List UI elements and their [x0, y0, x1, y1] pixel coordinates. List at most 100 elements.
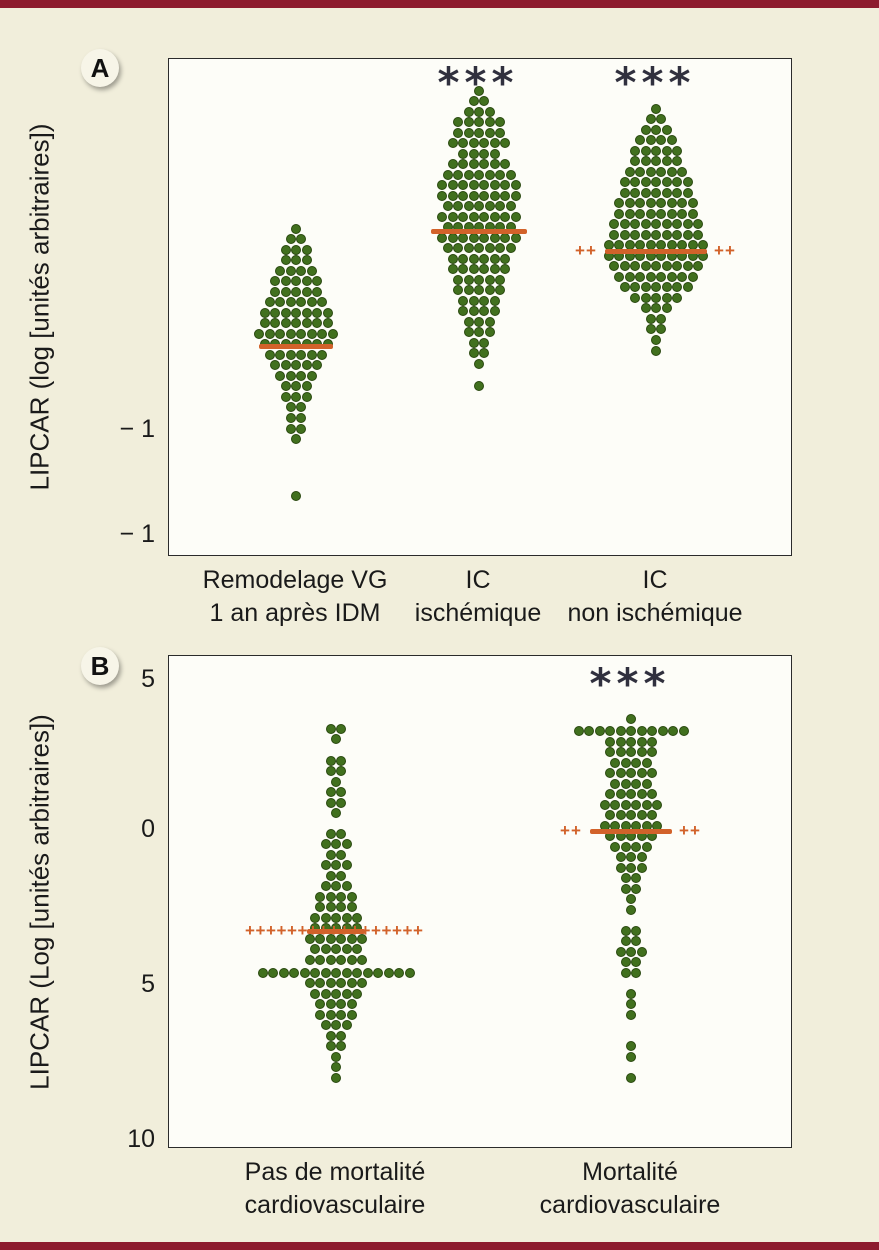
data-dot — [306, 371, 317, 381]
data-dot — [636, 863, 647, 873]
x-category-label: Remodelage VG 1 an après IDM — [125, 564, 465, 630]
data-dot — [341, 860, 352, 870]
data-dot — [336, 1010, 347, 1020]
data-dot — [341, 913, 352, 923]
data-dot — [458, 212, 469, 222]
data-dot — [500, 180, 511, 190]
data-dot — [635, 135, 646, 145]
x-category-label-line: cardiovasculaire — [539, 1191, 721, 1219]
data-dot — [320, 913, 331, 923]
data-dot — [315, 978, 326, 988]
data-dot — [458, 264, 469, 274]
plot-area-panel-a: + + + + — [168, 58, 792, 556]
data-dot — [474, 275, 484, 285]
data-dot — [500, 264, 511, 274]
data-dot — [651, 125, 661, 135]
data-dot — [500, 138, 511, 148]
data-dot — [479, 212, 490, 222]
data-dot — [484, 327, 495, 337]
data-dot — [463, 201, 474, 211]
data-dot — [651, 230, 661, 240]
data-dot — [280, 360, 291, 370]
data-dot — [325, 756, 336, 766]
data-dot — [306, 329, 317, 339]
median-line — [590, 828, 672, 834]
data-dot — [458, 159, 469, 169]
data-dot — [641, 779, 652, 789]
data-dot — [687, 209, 698, 219]
x-category-label-line: Mortalité — [582, 1158, 678, 1186]
data-dot — [310, 944, 320, 954]
data-dot — [693, 219, 703, 229]
data-dot — [609, 219, 619, 229]
data-dot — [614, 209, 625, 219]
data-dot — [657, 726, 668, 736]
median-plus-mark: + — [350, 921, 360, 940]
data-dot — [645, 167, 656, 177]
data-dot — [325, 999, 336, 1009]
data-dot — [285, 329, 296, 339]
data-dot — [668, 726, 678, 736]
data-dot — [615, 863, 626, 873]
data-dot — [479, 180, 490, 190]
data-dot — [636, 947, 647, 957]
median-plus-mark: + — [413, 921, 423, 940]
data-dot — [484, 317, 495, 327]
data-dot — [320, 860, 331, 870]
data-dot — [630, 156, 640, 166]
data-dot — [458, 296, 469, 306]
data-dot — [346, 892, 357, 902]
data-dot — [280, 392, 291, 402]
data-dot — [626, 989, 636, 999]
data-dot — [666, 198, 677, 208]
data-dot — [296, 402, 307, 412]
data-dot — [624, 272, 635, 282]
data-dot — [495, 201, 505, 211]
x-category-label-line: cardiovasculaire — [244, 1191, 426, 1219]
data-dot — [651, 282, 661, 292]
y-tick-label: − 1 — [119, 520, 155, 548]
data-dot — [331, 968, 341, 978]
data-dot — [341, 839, 352, 849]
data-dot — [619, 230, 630, 240]
data-dot — [631, 873, 642, 883]
data-dot — [463, 275, 474, 285]
data-dot — [301, 392, 312, 402]
data-dot — [463, 107, 474, 117]
data-dot — [264, 297, 275, 307]
y-tick-label: 10 — [127, 1125, 155, 1153]
data-dot — [641, 842, 652, 852]
data-dot — [291, 434, 301, 444]
data-dot — [626, 863, 636, 873]
data-dot — [615, 768, 626, 778]
data-dot — [341, 881, 352, 891]
data-dot — [394, 968, 404, 978]
data-dot — [677, 209, 688, 219]
data-dot — [630, 188, 640, 198]
data-dot — [317, 329, 328, 339]
data-dot — [677, 167, 688, 177]
data-dot — [346, 999, 357, 1009]
data-dot — [331, 989, 341, 999]
x-category-label-line: Remodelage VG — [202, 566, 388, 594]
median-plus-mark: + — [371, 921, 381, 940]
data-dot — [636, 768, 647, 778]
data-dot — [280, 255, 291, 265]
data-dot — [453, 170, 463, 180]
data-dot — [479, 338, 490, 348]
data-dot — [474, 86, 484, 96]
data-dot — [656, 314, 667, 324]
data-dot — [373, 968, 383, 978]
median-plus-mark: + — [255, 921, 266, 940]
data-dot — [336, 902, 347, 912]
data-dot — [636, 747, 647, 757]
data-dot — [296, 297, 307, 307]
data-dot — [331, 808, 341, 818]
panel-label-b: B — [81, 647, 119, 685]
data-dot — [661, 293, 672, 303]
data-dot — [489, 264, 500, 274]
median-plus-mark: + — [560, 821, 570, 840]
data-dot — [325, 766, 336, 776]
data-dot — [640, 230, 651, 240]
data-dot — [651, 188, 661, 198]
